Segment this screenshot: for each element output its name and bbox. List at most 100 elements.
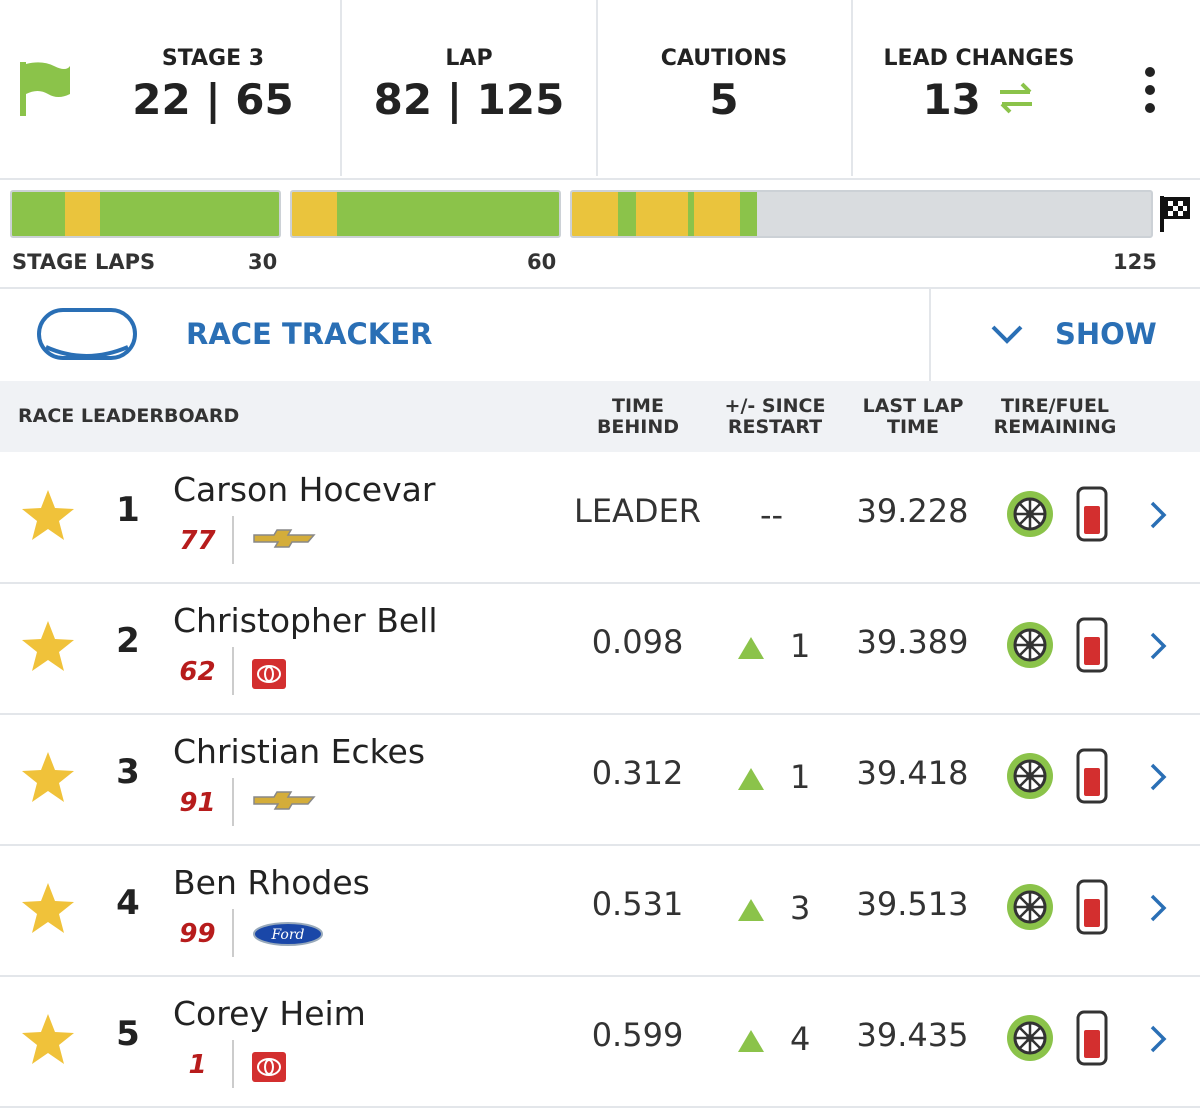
position: 4 — [116, 883, 140, 923]
manufacturer-logo — [252, 1052, 286, 1086]
stage-marker: 60 — [527, 250, 557, 274]
ford-logo: Ford — [253, 922, 323, 946]
manufacturer-logo — [252, 790, 316, 814]
column-header: +/- SINCE RESTART — [724, 395, 826, 438]
divider — [232, 1040, 234, 1088]
stage-marker: 125 — [1113, 250, 1157, 274]
row-chevron[interactable] — [1148, 500, 1168, 530]
position-change: -- — [760, 496, 784, 534]
stat-label: CAUTIONS — [660, 46, 788, 71]
tire-icon — [1007, 884, 1053, 930]
driver-row[interactable]: 4 Ben Rhodes 99 Ford 0.531 3 39.513 — [0, 845, 1200, 977]
column-header: LAST LAP TIME — [862, 395, 964, 438]
driver-name: Ben Rhodes — [173, 863, 370, 902]
driver-row[interactable]: 1 Carson Hocevar 77 LEADER -- 39.228 — [0, 452, 1200, 584]
position: 2 — [116, 621, 140, 661]
time-behind: 0.599 — [591, 1016, 684, 1054]
favorite-star[interactable] — [20, 881, 76, 935]
position: 1 — [116, 490, 140, 530]
stat-label: STAGE 3 — [161, 46, 265, 71]
stage-bar — [570, 190, 1153, 238]
stat-value: 22 | 65 — [132, 75, 294, 124]
track-icon — [37, 308, 137, 360]
stat-label: LEAD CHANGES — [883, 46, 1075, 71]
favorite-star[interactable] — [20, 488, 76, 542]
manufacturer-logo: Ford — [252, 921, 324, 951]
more-menu[interactable] — [1138, 64, 1162, 116]
leaderboard-header — [0, 381, 1200, 452]
driver-row[interactable]: 2 Christopher Bell 62 0.098 1 39.389 — [0, 583, 1200, 715]
last-lap-time: 39.389 — [856, 623, 969, 661]
fuel-icon — [1076, 748, 1108, 804]
last-lap-time: 39.418 — [856, 754, 969, 792]
stage-marker: 30 — [248, 250, 278, 274]
driver-row[interactable]: 3 Christian Eckes 91 0.312 1 39.418 — [0, 714, 1200, 846]
time-behind: 0.098 — [591, 623, 684, 661]
last-lap-time: 39.435 — [856, 1016, 969, 1054]
row-chevron[interactable] — [1148, 631, 1168, 661]
position-change: 1 — [790, 758, 811, 796]
manufacturer-logo — [252, 528, 316, 552]
tire-icon — [1007, 491, 1053, 537]
checkered-flag — [1160, 196, 1190, 232]
stat-value-text: 13 — [922, 75, 981, 124]
stat-value: 13 — [852, 75, 1106, 124]
up-arrow — [738, 768, 764, 790]
leaderboard-title: RACE LEADERBOARD — [18, 405, 240, 427]
stat-value: 82 | 125 — [373, 75, 565, 124]
driver-name: Christian Eckes — [173, 732, 426, 771]
row-chevron[interactable] — [1148, 893, 1168, 923]
last-lap-time: 39.228 — [856, 492, 969, 530]
stat: STAGE 3 22 | 65 — [86, 0, 342, 176]
stat: LAP 82 | 125 — [342, 0, 598, 176]
tire-icon — [1007, 622, 1053, 668]
stat: CAUTIONS 5 — [597, 0, 853, 176]
fuel-icon — [1076, 879, 1108, 935]
stat: LEAD CHANGES 13 — [852, 0, 1106, 176]
favorite-star[interactable] — [20, 619, 76, 673]
time-behind: 0.312 — [591, 754, 684, 792]
driver-name: Corey Heim — [173, 994, 366, 1033]
row-chevron[interactable] — [1148, 1024, 1168, 1054]
lead-change-icon — [999, 82, 1032, 114]
divider — [232, 909, 234, 957]
stage-bar — [290, 190, 561, 238]
stage-laps-label: STAGE LAPS — [12, 250, 156, 274]
row-chevron[interactable] — [1148, 762, 1168, 792]
time-behind: 0.531 — [591, 885, 684, 923]
car-number: 77 — [179, 526, 216, 556]
race-header: STAGE 3 22 | 65 LAP 82 | 125 CAUTIONS 5 LEA… — [0, 0, 1200, 180]
manufacturer-logo — [252, 659, 286, 693]
position-change: 3 — [790, 889, 811, 927]
fuel-icon — [1076, 1010, 1108, 1066]
driver-name: Christopher Bell — [173, 601, 438, 640]
position: 5 — [116, 1014, 140, 1054]
favorite-star[interactable] — [20, 1012, 76, 1066]
driver-name: Carson Hocevar — [173, 470, 436, 509]
column-header: TIRE/FUEL REMAINING — [993, 395, 1117, 438]
race-tracker-title: RACE TRACKER — [186, 317, 433, 351]
car-number: 91 — [179, 788, 216, 818]
stat-label: LAP — [445, 46, 493, 71]
driver-row[interactable]: 5 Corey Heim 1 0.599 4 39.435 — [0, 976, 1200, 1108]
time-behind: LEADER — [573, 492, 702, 530]
divider — [232, 516, 234, 564]
stage-bar — [10, 190, 281, 238]
show-toggle[interactable]: SHOW — [1055, 317, 1157, 351]
fuel-icon — [1076, 486, 1108, 542]
position-change: 1 — [790, 627, 811, 665]
tire-icon — [1007, 1015, 1053, 1061]
fuel-icon — [1076, 617, 1108, 673]
stat-value: 5 — [709, 75, 739, 124]
position: 3 — [116, 752, 140, 792]
favorite-star[interactable] — [20, 750, 76, 804]
up-arrow — [738, 1030, 764, 1052]
car-number: 1 — [188, 1050, 207, 1080]
up-arrow — [738, 637, 764, 659]
ford-logo-text: Ford — [270, 927, 304, 943]
race-tracker-bar[interactable]: RACE TRACKER SHOW — [0, 287, 1200, 383]
car-number: 99 — [179, 919, 216, 949]
column-header: TIME BEHIND — [596, 395, 680, 438]
position-change: 4 — [790, 1020, 811, 1058]
